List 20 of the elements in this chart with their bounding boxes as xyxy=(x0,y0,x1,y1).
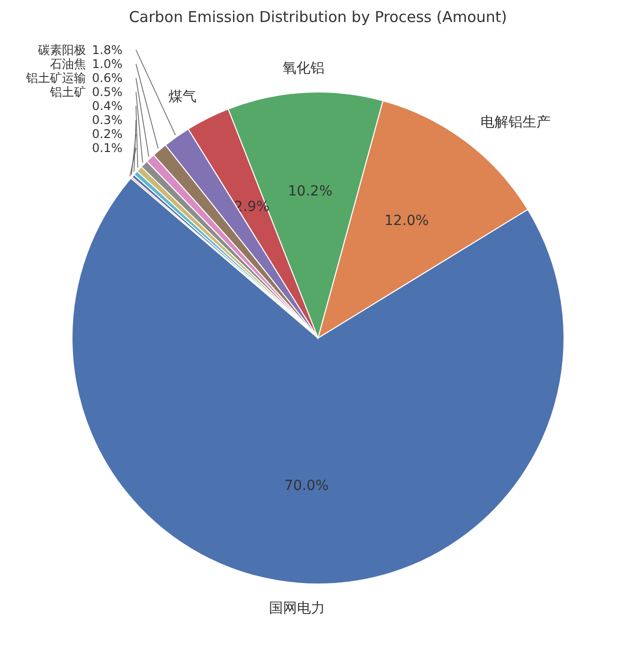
data-label: 1.8% xyxy=(92,43,122,58)
data-label: 12.0% xyxy=(384,212,429,229)
data-label: 0.2% xyxy=(92,127,122,142)
data-label: 70.0% xyxy=(284,478,329,494)
slice-label: 铝土矿运输 xyxy=(25,71,86,86)
slice-label: 国网电力 xyxy=(268,600,325,617)
data-label: 0.3% xyxy=(92,113,122,128)
data-label: 0.6% xyxy=(92,71,122,86)
slice-label: 铝土矿 xyxy=(49,85,86,100)
slice-label: 石油焦 xyxy=(50,57,86,72)
data-label: 1.0% xyxy=(92,57,122,72)
chart-title: Carbon Emission Distribution by Process (Amount) xyxy=(128,8,508,26)
slice-label: 碳素阳极 xyxy=(37,43,86,58)
data-label: 0.5% xyxy=(92,85,122,100)
slice-label: 电解铝生产 xyxy=(480,114,550,131)
slice-label: 煤气 xyxy=(168,89,197,106)
data-label: 0.1% xyxy=(92,141,122,156)
slice-label: 氧化铝 xyxy=(282,60,325,77)
data-label: 0.4% xyxy=(92,99,122,114)
data-label: 10.2% xyxy=(288,184,332,200)
